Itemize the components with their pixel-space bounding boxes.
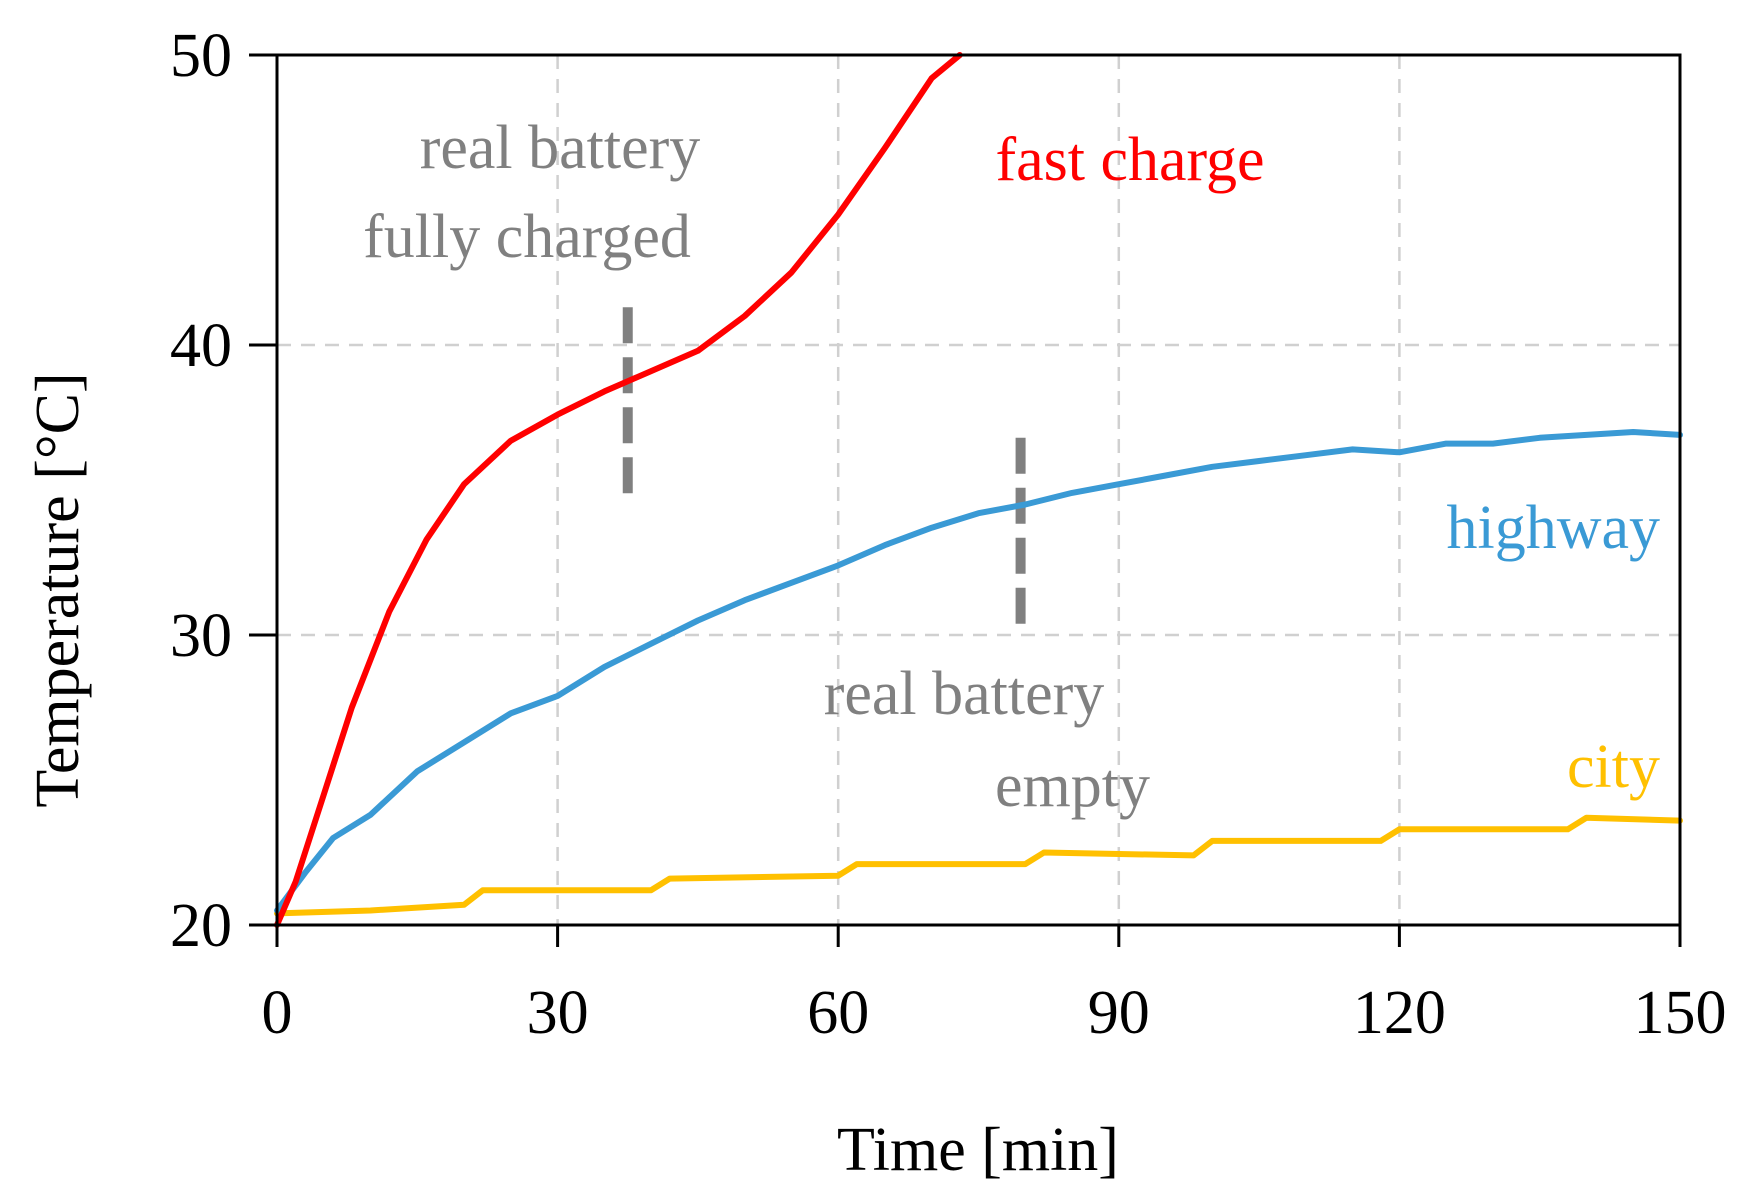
- x-tick-label: 90: [1088, 979, 1150, 1047]
- empty-annotation-line2: empty: [995, 752, 1150, 820]
- x-tick-label: 60: [807, 979, 869, 1047]
- empty-annotation-line1: real battery: [824, 660, 1105, 728]
- y-tick-label: 50: [170, 22, 232, 90]
- battery-state-markers: [622, 307, 1026, 627]
- fully-charged-annotation-line2: fully charged: [363, 203, 691, 271]
- x-axis-title: Time [min]: [837, 1116, 1119, 1184]
- fully-charged-annotation-line1: real battery: [420, 114, 701, 182]
- axis-ticks: 0 30 60 90 120 150 20 30 40 50: [170, 22, 1727, 1047]
- fast-charge-label: fast charge: [995, 126, 1264, 194]
- y-tick-label: 30: [170, 602, 232, 670]
- city-label: city: [1567, 733, 1660, 801]
- series-highway: [274, 429, 1683, 914]
- y-tick-label: 40: [170, 312, 232, 380]
- x-tick-label: 30: [527, 979, 589, 1047]
- x-tick-label: 0: [262, 979, 293, 1047]
- x-tick-label: 150: [1634, 979, 1727, 1047]
- series-fast-charge: [274, 52, 963, 928]
- y-tick-label: 20: [170, 892, 232, 960]
- highway-label: highway: [1446, 494, 1660, 562]
- series-city: [274, 814, 1683, 917]
- y-axis-title: Temperature [°C]: [24, 372, 92, 807]
- plot-frame: [275, 53, 1682, 927]
- x-tick-label: 120: [1353, 979, 1446, 1047]
- grid-lines: [277, 55, 1680, 925]
- series-lines: [274, 52, 1683, 928]
